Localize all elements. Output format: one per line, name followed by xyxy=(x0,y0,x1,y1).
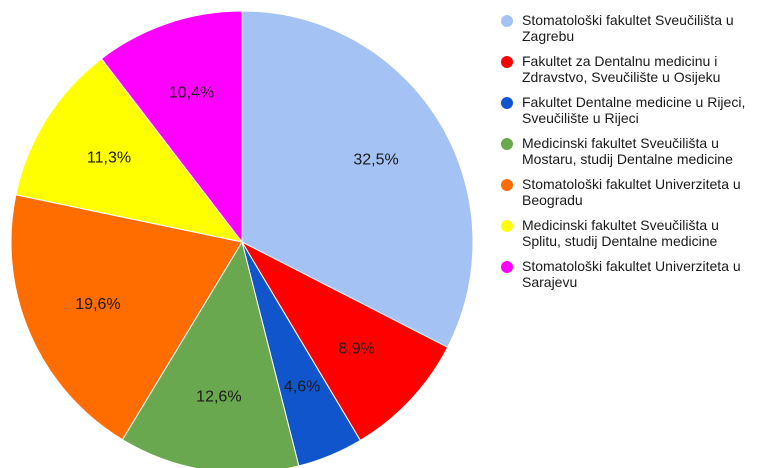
pie-slice-4 xyxy=(10,194,243,441)
legend-item-zagreb: Stomatološki fakultet Sveučilišta u Zagr… xyxy=(501,12,769,44)
legend-label: Fakultet Dentalne medicine u Rijeci, Sve… xyxy=(522,94,746,126)
pie-slice-6 xyxy=(100,10,243,244)
legend-item-split: Medicinski fakultet Sveučilišta u Splitu… xyxy=(501,217,769,249)
legend-label: Medicinski fakultet Sveučilišta u Splitu… xyxy=(522,217,719,249)
pie-slice-label-4: 19,6% xyxy=(75,296,120,313)
pie-slice-label-3: 12,6% xyxy=(196,389,241,406)
legend-marker xyxy=(501,97,513,109)
legend-label: Stomatološki fakultet Sveučilišta u Zagr… xyxy=(522,12,734,44)
legend-item-sarajevo: Stomatološki fakultet Univerziteta u Sar… xyxy=(501,258,769,290)
pie-slice-label-1: 8,9% xyxy=(338,341,374,358)
pie-slice-0 xyxy=(241,10,474,348)
legend-marker xyxy=(501,138,513,150)
legend-item-beograd: Stomatološki fakultet Univerziteta u Beo… xyxy=(501,176,769,208)
legend-marker xyxy=(501,220,513,232)
legend-item-osijek: Fakultet za Dentalnu medicinu i Zdravstv… xyxy=(501,53,769,85)
pie-slice-3 xyxy=(121,240,300,468)
legend-marker xyxy=(501,261,513,273)
legend-marker xyxy=(501,56,513,68)
pie-slice-5 xyxy=(15,57,244,243)
pie-slice-label-5: 11,3% xyxy=(87,150,131,167)
legend-marker xyxy=(501,179,513,191)
pie-slice-label-2: 4,6% xyxy=(284,378,320,395)
pie-slice-label-6: 10,4% xyxy=(169,84,214,101)
pie-slices xyxy=(10,10,474,468)
pie-slice-label-0: 32,5% xyxy=(353,151,398,168)
legend-marker xyxy=(501,15,513,27)
pie-slice-labels: 32,5% 8,9% 4,6% 12,6% 19,6% 11,3% 10,4% xyxy=(75,84,398,405)
legend-item-rijeka: Fakultet Dentalne medicine u Rijeci, Sve… xyxy=(501,94,769,126)
legend-label: Stomatološki fakultet Univerziteta u Sar… xyxy=(522,258,741,290)
chart-legend: Stomatološki fakultet Sveučilišta u Zagr… xyxy=(501,12,769,299)
legend-item-mostar: Medicinski fakultet Sveučilišta u Mostar… xyxy=(501,135,769,167)
legend-label: Medicinski fakultet Sveučilišta u Mostar… xyxy=(522,135,733,167)
pie-slice-1 xyxy=(240,240,449,442)
legend-label: Stomatološki fakultet Univerziteta u Beo… xyxy=(522,176,741,208)
legend-label: Fakultet za Dentalnu medicinu i Zdravstv… xyxy=(522,53,721,85)
